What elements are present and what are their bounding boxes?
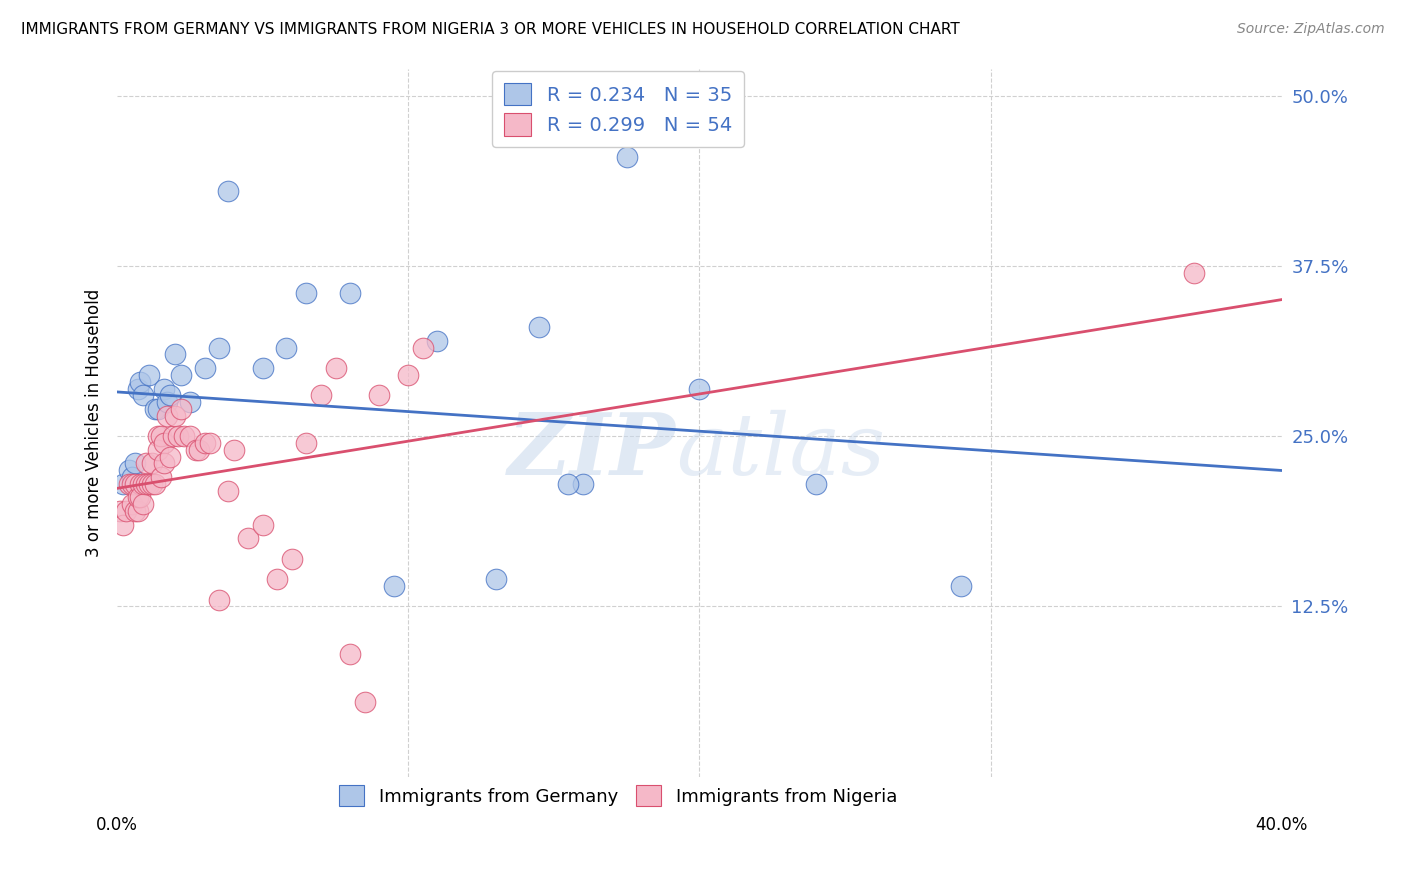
Point	[339, 286, 361, 301]
Point	[138, 368, 160, 382]
Point	[222, 442, 245, 457]
Point	[132, 388, 155, 402]
Point	[127, 382, 149, 396]
Point	[167, 429, 190, 443]
Point	[165, 347, 187, 361]
Text: Source: ZipAtlas.com: Source: ZipAtlas.com	[1237, 22, 1385, 37]
Point	[138, 476, 160, 491]
Point	[187, 442, 209, 457]
Point	[111, 476, 134, 491]
Point	[208, 592, 231, 607]
Point	[115, 504, 138, 518]
Point	[129, 375, 152, 389]
Point	[252, 361, 274, 376]
Point	[309, 388, 332, 402]
Point	[325, 361, 347, 376]
Point	[141, 457, 163, 471]
Point	[143, 401, 166, 416]
Point	[165, 409, 187, 423]
Point	[217, 184, 239, 198]
Point	[135, 476, 157, 491]
Point	[193, 436, 215, 450]
Point	[557, 476, 579, 491]
Point	[688, 382, 710, 396]
Point	[132, 497, 155, 511]
Text: atlas: atlas	[676, 409, 886, 492]
Point	[156, 409, 179, 423]
Point	[156, 395, 179, 409]
Point	[159, 450, 181, 464]
Point	[274, 341, 297, 355]
Text: IMMIGRANTS FROM GERMANY VS IMMIGRANTS FROM NIGERIA 3 OR MORE VEHICLES IN HOUSEHO: IMMIGRANTS FROM GERMANY VS IMMIGRANTS FR…	[21, 22, 960, 37]
Point	[146, 401, 169, 416]
Point	[572, 476, 595, 491]
Point	[616, 150, 638, 164]
Point	[295, 436, 318, 450]
Point	[396, 368, 419, 382]
Point	[193, 361, 215, 376]
Point	[141, 476, 163, 491]
Legend: Immigrants from Germany, Immigrants from Nigeria: Immigrants from Germany, Immigrants from…	[328, 774, 908, 817]
Point	[118, 463, 141, 477]
Point	[173, 429, 195, 443]
Point	[217, 483, 239, 498]
Point	[238, 531, 260, 545]
Text: ZIP: ZIP	[509, 409, 676, 492]
Point	[121, 476, 143, 491]
Point	[121, 497, 143, 511]
Point	[129, 491, 152, 505]
Point	[118, 476, 141, 491]
Point	[127, 491, 149, 505]
Point	[368, 388, 391, 402]
Point	[146, 429, 169, 443]
Point	[485, 572, 508, 586]
Point	[132, 476, 155, 491]
Point	[200, 436, 222, 450]
Point	[124, 476, 146, 491]
Point	[208, 341, 231, 355]
Point	[1182, 266, 1205, 280]
Y-axis label: 3 or more Vehicles in Household: 3 or more Vehicles in Household	[86, 288, 103, 557]
Text: 40.0%: 40.0%	[1256, 815, 1308, 833]
Point	[170, 368, 193, 382]
Point	[252, 517, 274, 532]
Point	[127, 504, 149, 518]
Point	[412, 341, 434, 355]
Point	[184, 442, 207, 457]
Point	[179, 395, 201, 409]
Point	[179, 429, 201, 443]
Point	[129, 476, 152, 491]
Point	[149, 429, 172, 443]
Point	[124, 504, 146, 518]
Point	[804, 476, 827, 491]
Point	[170, 401, 193, 416]
Point	[146, 442, 169, 457]
Point	[382, 579, 405, 593]
Point	[353, 695, 375, 709]
Point	[121, 470, 143, 484]
Text: 0.0%: 0.0%	[96, 815, 138, 833]
Point	[162, 429, 184, 443]
Point	[266, 572, 288, 586]
Point	[152, 457, 174, 471]
Point	[135, 457, 157, 471]
Point	[426, 334, 449, 348]
Point	[529, 320, 551, 334]
Point	[124, 476, 146, 491]
Point	[124, 457, 146, 471]
Point	[281, 551, 304, 566]
Point	[159, 388, 181, 402]
Point	[149, 470, 172, 484]
Point	[108, 504, 131, 518]
Point	[295, 286, 318, 301]
Point	[152, 382, 174, 396]
Point	[143, 476, 166, 491]
Point	[111, 517, 134, 532]
Point	[152, 436, 174, 450]
Point	[339, 647, 361, 661]
Point	[950, 579, 973, 593]
Point	[135, 476, 157, 491]
